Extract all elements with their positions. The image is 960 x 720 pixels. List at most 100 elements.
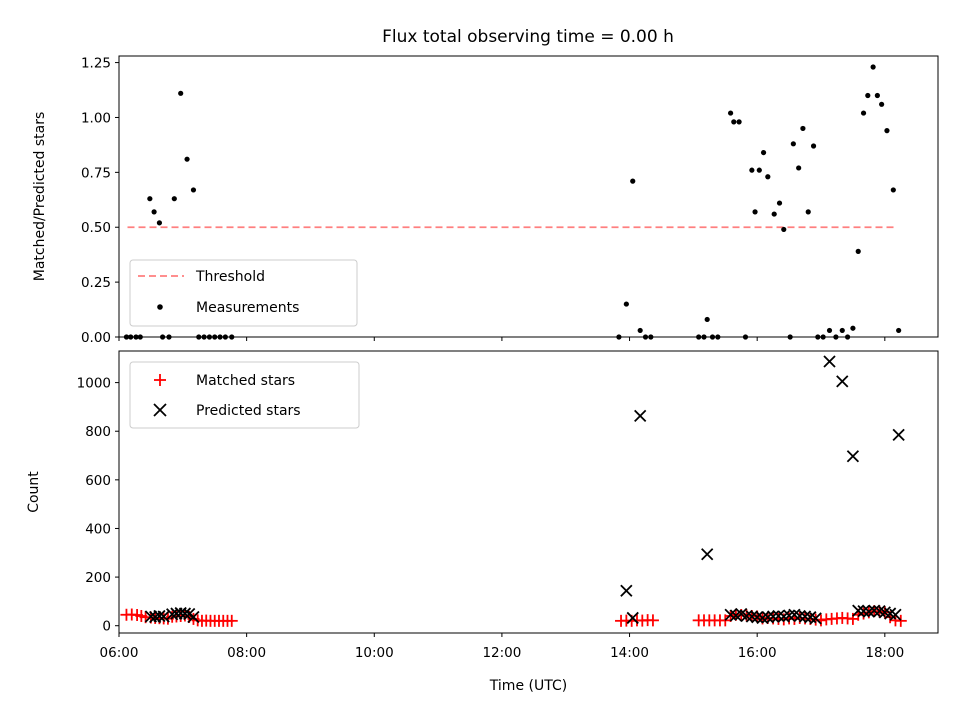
measurement-point <box>771 211 777 217</box>
predicted-star-point <box>868 604 881 617</box>
measurement-point <box>839 327 845 334</box>
measurement-point <box>855 248 861 254</box>
measurement-point <box>190 187 197 193</box>
measurement-point <box>879 101 885 107</box>
predicted-star-point <box>889 608 902 621</box>
bottom-y-tick-label: 600 <box>85 473 111 489</box>
measurement-point <box>171 196 177 202</box>
top-y-tick-label: 0.75 <box>81 165 111 181</box>
bottom-x-tick-label: 18:00 <box>865 645 904 661</box>
measurement-point <box>790 141 796 147</box>
legend-threshold-label: Threshold <box>195 269 265 285</box>
legend-measurements-swatch <box>157 304 163 310</box>
top-y-tick-label: 0.50 <box>81 220 111 236</box>
measurement-point <box>896 327 902 334</box>
predicted-star-point <box>836 375 849 388</box>
bottom-y-tick-label: 0 <box>102 619 111 635</box>
predicted-star-point <box>153 609 166 623</box>
bottom-y-tick-label: 1000 <box>77 376 111 392</box>
measurement-point <box>865 92 871 99</box>
measurement-point <box>178 90 184 96</box>
measurement-point <box>874 92 880 99</box>
top-y-tick-label: 1.25 <box>81 56 111 72</box>
measurement-point <box>756 167 762 173</box>
bottom-panel-frame <box>118 350 939 634</box>
top-panel-frame <box>118 55 939 338</box>
predicted-star-point <box>740 609 753 623</box>
matched-star-point <box>894 614 907 627</box>
top-y-tick-label: 1.00 <box>81 110 111 126</box>
chart-title: Flux total observing time = 0.00 h <box>382 27 674 47</box>
top-y-tick-label: 0.25 <box>81 275 111 291</box>
predicted-star-point <box>756 611 769 625</box>
measurement-point <box>731 119 737 125</box>
predicted-star-point <box>187 610 200 624</box>
predicted-star-point <box>766 610 780 623</box>
top-x-axis <box>118 337 886 341</box>
top-legend: Threshold Measurements <box>129 259 358 327</box>
measurement-point <box>752 209 758 215</box>
predicted-star-point <box>745 610 759 623</box>
predicted-star-point <box>857 604 870 618</box>
top-y-axis: 0.00 0.25 0.50 0.75 1.00 1.25 <box>81 56 119 346</box>
bottom-x-tick-label: 14:00 <box>610 645 649 661</box>
bottom-x-tick-label: 12:00 <box>482 645 521 661</box>
measurement-point <box>760 149 767 156</box>
predicted-star-point <box>178 607 192 620</box>
legend-predicted-label: Predicted stars <box>196 403 301 419</box>
measurement-point <box>810 143 817 149</box>
predicted-star-point <box>823 355 836 368</box>
bottom-x-tick-label: 16:00 <box>738 645 777 661</box>
top-y-axis-label: Matched/Predicted stars <box>32 112 48 282</box>
measurement-point <box>870 64 876 70</box>
measurement-point <box>826 327 833 334</box>
measurement-point <box>727 110 734 116</box>
measurement-point <box>800 125 806 132</box>
predicted-star-point <box>724 608 737 621</box>
bottom-y-tick-label: 200 <box>85 570 111 586</box>
predicted-star-point <box>626 611 639 625</box>
bottom-legend: Matched stars Predicted stars <box>129 361 360 429</box>
predicted-star-point <box>751 611 764 624</box>
measurement-point <box>781 226 787 233</box>
predicted-star-point <box>793 609 806 623</box>
measurement-point <box>147 196 153 202</box>
measurement-point <box>736 119 742 125</box>
legend-measurements-label: Measurements <box>196 300 299 316</box>
measurement-point <box>156 220 163 226</box>
measurement-point <box>776 200 783 206</box>
predicted-stars-points <box>144 355 905 625</box>
bottom-x-tick-label: 06:00 <box>100 645 139 661</box>
legend-matched-label: Matched stars <box>196 373 295 389</box>
measurement-point <box>623 301 629 307</box>
bottom-y-tick-label: 400 <box>85 521 111 537</box>
measurement-point <box>884 128 890 134</box>
matched-star-point <box>225 614 238 627</box>
matched-star-point <box>646 614 659 627</box>
predicted-star-point <box>809 612 822 625</box>
measurement-point <box>151 209 157 215</box>
bottom-y-axis: 0 200 400 600 800 1000 <box>77 376 119 635</box>
measurement-point <box>765 174 771 180</box>
measurement-point <box>749 167 755 173</box>
predicted-star-point <box>798 610 812 623</box>
predicted-star-point <box>846 450 860 463</box>
bottom-y-axis-label: Count <box>26 471 42 513</box>
measurement-point <box>805 209 811 215</box>
measurement-point <box>184 156 190 162</box>
bottom-y-tick-label: 800 <box>85 424 111 440</box>
measurement-point <box>637 327 643 334</box>
predicted-star-point <box>761 611 774 624</box>
bottom-x-axis: 06:00 08:00 10:00 12:00 14:00 16:00 18:00 <box>100 633 904 661</box>
bottom-x-tick-label: 10:00 <box>355 645 394 661</box>
measurement-point <box>796 165 802 171</box>
bottom-x-axis-label: Time (UTC) <box>489 678 567 694</box>
bottom-x-tick-label: 08:00 <box>227 645 266 661</box>
predicted-star-point <box>772 609 785 623</box>
predicted-star-point <box>852 604 865 617</box>
top-y-tick-label: 0.00 <box>81 330 111 346</box>
predicted-star-point <box>892 428 905 442</box>
legend-predicted-swatch <box>153 403 167 417</box>
predicted-star-point <box>634 409 647 423</box>
